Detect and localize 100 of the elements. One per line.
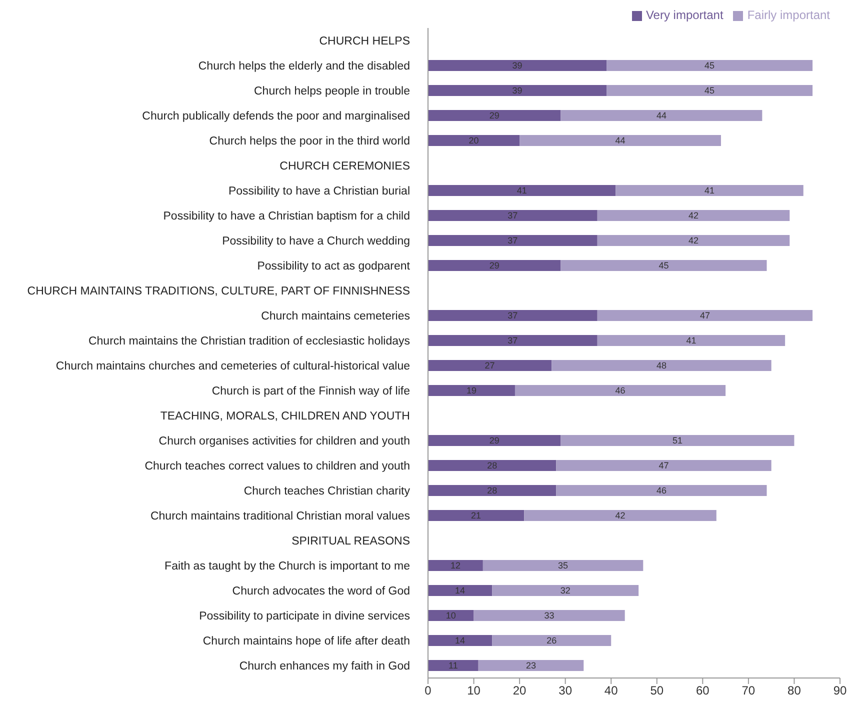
bar [597, 310, 813, 321]
data-label: 44 [615, 136, 626, 146]
bar [492, 635, 612, 646]
data-label: 10 [446, 610, 456, 621]
bar [478, 660, 584, 671]
x-tick-label: 30 [558, 684, 572, 698]
y-tick-label: Church helps the poor in the third world [209, 136, 410, 148]
data-label: 42 [615, 510, 626, 521]
bar [556, 460, 772, 471]
bar [560, 260, 767, 271]
bar [428, 260, 561, 271]
bar [556, 485, 767, 496]
x-tick-label: 80 [788, 684, 802, 698]
bar [428, 460, 556, 471]
bar [428, 435, 561, 446]
bar [428, 660, 478, 671]
data-label: 46 [656, 486, 666, 496]
data-label: 29 [489, 436, 500, 446]
bar [428, 610, 474, 621]
bar [552, 360, 772, 371]
y-tick-label: CHURCH MAINTAINS TRADITIONS, CULTURE, PART OF FINNISHNESS [27, 286, 410, 298]
bar [428, 485, 556, 496]
data-label: 33 [544, 610, 554, 621]
y-tick-label: Possibility to have a Church wedding [222, 236, 410, 248]
x-tick-label: 40 [604, 684, 618, 698]
data-label: 11 [448, 660, 458, 671]
bar [616, 185, 804, 196]
bar [428, 335, 598, 346]
bar [520, 135, 721, 146]
bar [560, 110, 762, 121]
bar [428, 385, 515, 396]
data-label: 27 [484, 360, 495, 371]
data-label: 26 [546, 636, 557, 646]
bar [428, 135, 520, 146]
y-tick-label: CHURCH HELPS [319, 36, 410, 48]
y-tick-label: Church maintains traditional Christian moral values [150, 510, 410, 522]
data-label: 23 [526, 660, 536, 671]
bar [597, 235, 790, 246]
data-label: 37 [508, 336, 518, 346]
legend-label: Very important [646, 8, 724, 22]
x-tick-label: 90 [833, 684, 847, 698]
bar [514, 385, 726, 396]
bar [428, 635, 492, 646]
data-label: 44 [656, 110, 666, 121]
bar [428, 360, 552, 371]
data-label: 20 [468, 136, 479, 146]
data-label: 32 [560, 586, 570, 596]
bar [428, 560, 483, 571]
y-tick-label: Possibility to have a Christian baptism for a child [163, 210, 410, 222]
data-label: 21 [471, 510, 482, 521]
bar [428, 85, 607, 96]
data-label: 48 [656, 360, 666, 371]
bar [474, 610, 625, 621]
x-tick-label: 10 [467, 684, 481, 698]
data-label: 45 [658, 260, 669, 271]
data-label: 14 [455, 586, 466, 596]
bar [597, 335, 786, 346]
y-tick-label: Church maintains cemeteries [261, 310, 410, 322]
data-label: 42 [688, 210, 699, 221]
x-tick-label: 70 [742, 684, 756, 698]
bar [492, 585, 639, 596]
bar [428, 210, 598, 221]
data-label: 28 [487, 460, 498, 471]
data-label: 12 [450, 560, 460, 571]
data-label: 14 [455, 636, 466, 646]
bar [597, 210, 790, 221]
y-tick-label: TEACHING, MORALS, CHILDREN AND YOUTH [160, 410, 410, 422]
bar [428, 235, 598, 246]
bar [524, 510, 716, 521]
x-tick-label: 0 [424, 684, 432, 698]
y-tick-label: Church maintains hope of life after death [202, 636, 410, 648]
y-tick-label: CHURCH CEREMONIES [280, 160, 410, 172]
bar [428, 510, 524, 521]
y-tick-label: Church helps the elderly and the disabled [198, 60, 410, 72]
data-label: 29 [489, 260, 500, 271]
y-tick-label: Church helps people in trouble [254, 86, 410, 98]
y-tick-label: Possibility to participate in divine services [199, 610, 410, 622]
bar [560, 435, 794, 446]
data-label: 28 [487, 486, 498, 496]
y-tick-label: Church maintains churches and cemeteries of cultural-historical value [56, 360, 410, 372]
data-label: 46 [615, 386, 626, 396]
y-tick-label: SPIRITUAL REASONS [292, 536, 410, 548]
y-tick-label: Church is part of the Finnish way of life [212, 386, 410, 398]
data-label: 45 [704, 60, 715, 71]
data-label: 39 [512, 60, 522, 71]
y-tick-label: Church teaches Christian charity [244, 486, 410, 498]
bar [428, 585, 492, 596]
data-label: 37 [508, 236, 518, 246]
bar [606, 60, 813, 71]
data-label: 41 [704, 186, 715, 196]
data-label: 37 [508, 310, 518, 321]
data-label: 39 [512, 86, 522, 96]
data-label: 29 [489, 110, 500, 121]
data-label: 51 [672, 436, 682, 446]
data-label: 37 [508, 210, 518, 221]
data-label: 42 [688, 236, 699, 246]
bar [428, 60, 607, 71]
data-label: 35 [558, 560, 568, 571]
bar [428, 110, 561, 121]
y-tick-label: Church teaches correct values to children and youth [144, 460, 410, 472]
